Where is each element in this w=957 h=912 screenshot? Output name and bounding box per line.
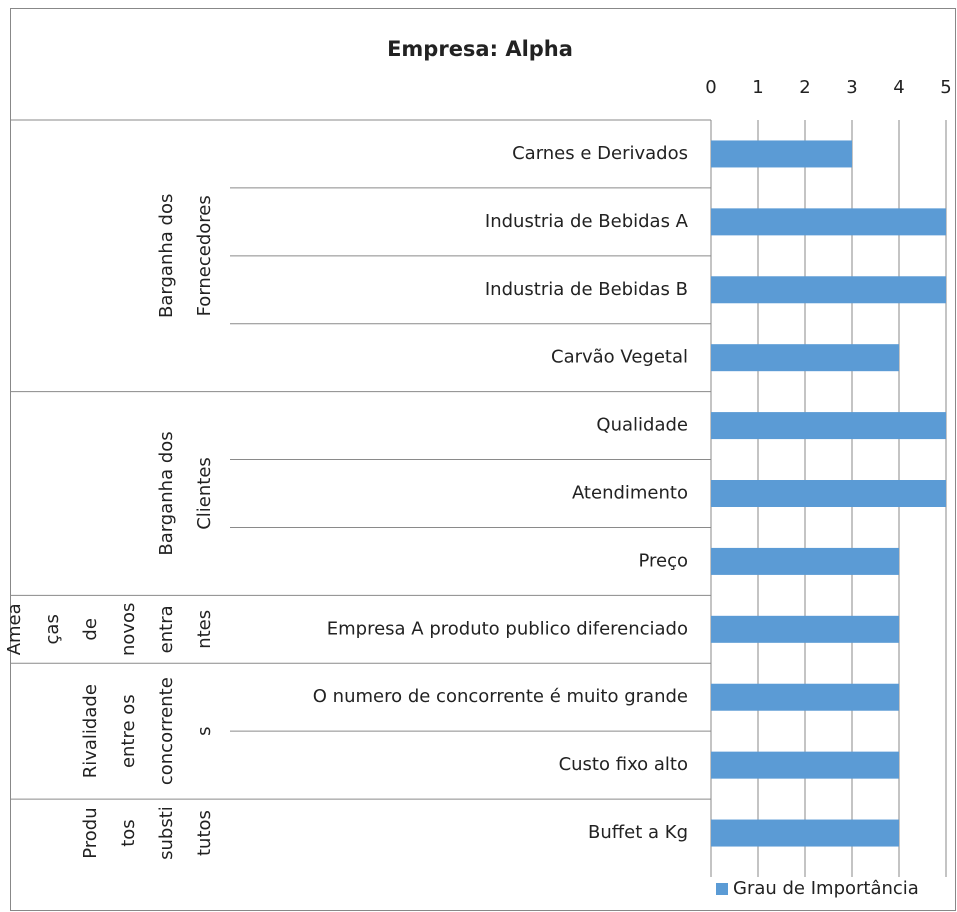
x-tick-label: 4 — [893, 77, 904, 98]
x-tick-label: 1 — [752, 77, 763, 98]
bar — [711, 751, 899, 779]
group-label: novos — [118, 603, 139, 656]
legend-swatch — [716, 883, 728, 895]
group-label: Barganha dos — [156, 431, 177, 555]
group-label: tos — [118, 819, 139, 846]
group-label: Barganha dos — [156, 194, 177, 318]
y-tick-label: Carnes e Derivados — [512, 143, 688, 164]
group-label: Amea — [4, 603, 25, 655]
y-tick-label: Industria de Bebidas B — [485, 279, 688, 300]
x-tick-label: 3 — [846, 77, 857, 98]
group-label: substi — [156, 806, 177, 860]
bar — [711, 683, 899, 711]
y-tick-label: Empresa A produto publico diferenciado — [327, 618, 688, 639]
x-tick-label: 2 — [799, 77, 810, 98]
x-tick-label: 5 — [940, 77, 951, 98]
group-label: entre os — [118, 694, 139, 768]
bar — [711, 547, 899, 575]
y-tick-label: Industria de Bebidas A — [485, 211, 689, 232]
y-tick-label: Carvão Vegetal — [551, 347, 688, 368]
bar — [711, 819, 899, 847]
bar — [711, 208, 946, 236]
bar — [711, 344, 899, 372]
group-label: entra — [156, 605, 177, 653]
group-label: s — [194, 726, 215, 735]
group-label: Produ — [80, 807, 101, 858]
group-label: tutos — [194, 810, 215, 856]
legend-label: Grau de Importância — [733, 878, 919, 899]
group-label: Rivalidade — [80, 684, 101, 778]
group-label: ças — [42, 614, 63, 644]
bar — [711, 480, 946, 507]
y-tick-label: Atendimento — [572, 483, 688, 504]
bar — [711, 140, 852, 168]
y-tick-label: Buffet a Kg — [588, 822, 688, 843]
group-label: concorrente — [156, 677, 177, 785]
bar — [711, 412, 946, 440]
group-label: de — [80, 618, 101, 641]
y-tick-label: Preço — [638, 550, 688, 571]
y-tick-label: Qualidade — [596, 415, 688, 436]
y-tick-label: Custo fixo alto — [559, 754, 688, 775]
y-tick-label: O numero de concorrente é muito grande — [313, 686, 688, 707]
x-tick-label: 0 — [705, 77, 716, 98]
bar — [711, 615, 899, 643]
chart-title: Empresa: Alpha — [387, 37, 573, 61]
group-label: ntes — [194, 610, 215, 649]
group-label: Fornecedores — [194, 195, 215, 316]
group-label: Clientes — [194, 457, 215, 530]
bar — [711, 276, 946, 304]
